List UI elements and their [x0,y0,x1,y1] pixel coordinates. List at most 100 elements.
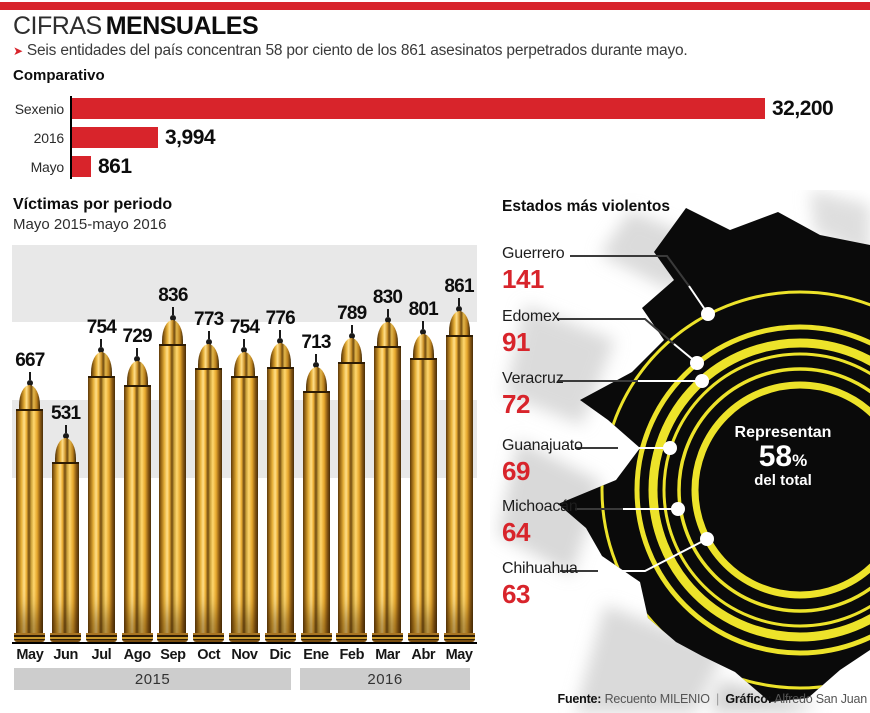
bullet-bar [264,343,296,642]
state-connectors [557,255,709,572]
bullet-case-base [443,633,475,642]
month-tick-label: Jun [53,647,78,663]
bullet-body [195,368,223,633]
dot-veracruz [695,374,709,388]
bullet-body [230,376,258,633]
victimas-columns: 667 531 754 729 836 773 754 776 713 789 830 801 861 [12,245,477,642]
bullet-ogive [19,385,41,409]
victimas-column: 830 [370,245,406,642]
victimas-column: 667 [12,245,48,642]
state-value: 72 [502,389,530,419]
label-leader-line [171,307,174,315]
state-item-chihuahua: Chihuahua 63 [502,560,578,608]
ring-edomex [634,324,870,656]
grafico-value: Alfredo San Juan [774,692,867,706]
victimas-column: 801 [405,245,441,642]
victimas-value-label: 776 [265,308,296,329]
bullet-bar [372,322,404,642]
victimas-column: 861 [441,245,477,642]
label-leader-line [386,309,389,317]
month-tick-label: Nov [231,647,258,663]
comparativo-chart: Sexenio 32,200 2016 3,994 Mayo 861 [14,97,864,185]
bullet-bar [336,338,368,642]
bullet-ogive [412,334,434,358]
ring-chihuahua [691,381,870,599]
bullet-ogive [341,338,363,362]
dot-michoacan [671,502,685,516]
comparativo-bar [72,156,91,177]
comparativo-row-2016: 2016 3,994 [14,126,864,149]
fuente-value: Recuento MILENIO [604,692,710,706]
bullet-bar [121,361,153,642]
victimas-column: 773 [191,245,227,642]
month-tick-label: Oct [197,647,221,663]
note-line2: del total [754,472,812,490]
victimas-value-label: 713 [301,332,331,353]
ring-guerrero [600,290,870,690]
estados-panel: Estados más violentos Guerrero 141 Edomex 9… [490,190,870,713]
estados-title: Estados más violentos [502,198,670,215]
ring-guanajuato [662,352,870,628]
bullet-tip-dot [205,339,212,345]
bullet-case-base [300,633,332,642]
month-tick-label: Jul [91,647,112,663]
bullet-case-base [85,633,117,642]
bullet-tip-dot [277,338,284,344]
bullet-case-base [14,633,46,642]
connector-guerrero-dark [570,255,690,287]
victimas-column: 713 [298,245,334,642]
plot-gridband-top [12,245,477,322]
percent-sign: % [792,451,808,471]
year-axis: 2015 2016 [12,668,477,690]
victimas-value-label: 729 [122,326,153,347]
state-dots [663,307,715,546]
victimas-value-label: 531 [50,403,81,424]
bullet-bar [14,385,46,642]
victimas-column: 754 [227,245,263,642]
bullet-body [409,358,437,633]
bullet-bar [50,438,82,642]
bullet-tip-dot [241,347,248,353]
bullet-case-base [50,633,82,642]
dot-edomex [690,356,704,370]
bullet-body [52,462,80,633]
top-red-bar [0,2,870,10]
state-item-veracruz: Veracruz 72 [502,371,564,419]
victimas-plot: 667 531 754 729 836 773 754 776 713 789 830 801 861 [12,245,477,644]
bullet-ogive [448,311,470,335]
bullet-case-base [193,633,225,642]
bullet-tip-dot [26,380,33,386]
label-leader-line [458,298,461,306]
bullet-case-base [407,633,439,642]
victimas-value-label: 754 [229,317,260,338]
bullet-ogive [269,343,291,367]
victimas-title: Víctimas por periodo [13,196,173,213]
label-leader-line [350,325,353,333]
label-leader-line [207,331,210,339]
page-title: CIFRAS MENSUALES [13,12,259,41]
victimas-column: 754 [84,245,120,642]
bullet-bar [193,344,225,642]
victimas-column: 729 [119,245,155,642]
victimas-value-label: 861 [444,276,474,297]
comparativo-category: Mayo [30,158,65,175]
month-tick-label: Sep [160,647,186,663]
label-leader-line [136,348,139,356]
bullet-ogive [55,438,77,462]
target-rings [600,290,870,690]
state-name: Chihuahua [502,560,578,577]
victimas-value-label: 801 [408,299,439,320]
grafico-label: Gráfico: [725,692,772,706]
victimas-column: 789 [334,245,370,642]
label-leader-line [64,425,67,433]
month-tick-label: Dic [269,647,292,663]
bullet-body [87,376,115,633]
victimas-value-label: 830 [372,287,403,308]
year-band-2016: 2016 [300,668,470,690]
dot-guanajuato [663,441,677,455]
victimas-value-label: 754 [86,317,117,338]
connector-edomex-dark [557,318,675,345]
state-name: Michoacán [502,498,578,515]
fuente-label: Fuente: [557,692,602,706]
note-line1: Representan [734,424,832,441]
